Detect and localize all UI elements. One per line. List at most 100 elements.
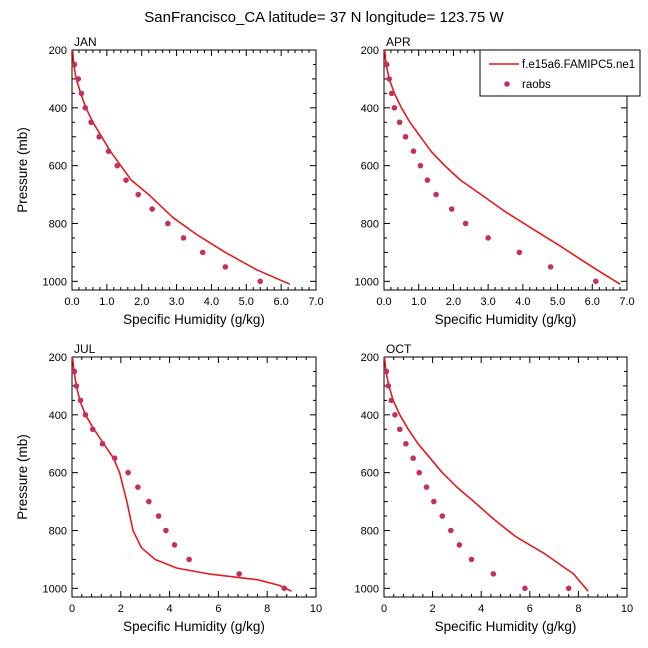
- raobs-point: [385, 383, 392, 389]
- y-tick-label: 600: [361, 468, 379, 480]
- raobs-point: [448, 527, 454, 534]
- plot-frame: [71, 356, 317, 598]
- raobs-point: [383, 368, 390, 375]
- y-axis-label: Pressure (mb): [15, 434, 30, 520]
- x-axis-label: Specific Humidity (g/kg): [123, 619, 265, 634]
- raobs-point: [163, 527, 169, 534]
- x-tick-label: 0: [381, 603, 387, 615]
- model-line: [383, 49, 621, 285]
- raobs-point: [388, 90, 395, 97]
- raobs-point: [155, 513, 162, 519]
- y-tick-label: 800: [49, 525, 67, 537]
- raobs-point: [462, 220, 469, 227]
- y-tick-label: 800: [361, 525, 379, 537]
- raobs-point: [78, 90, 85, 97]
- raobs-point: [105, 148, 112, 155]
- x-tick-label: 2.0: [446, 296, 461, 308]
- x-tick-label: 0: [69, 603, 75, 615]
- raobs-point: [522, 585, 528, 592]
- raobs-point: [424, 177, 431, 183]
- x-tick-label: 3.0: [169, 296, 184, 308]
- x-tick-label: 0.0: [376, 296, 391, 308]
- raobs-point: [439, 513, 446, 519]
- x-tick-label: 5.0: [239, 296, 254, 308]
- raobs-point: [73, 383, 80, 389]
- panel-oct: OCT 0 2 4 6 8 10 200 400 600 800 1000 Specific Humid…: [355, 342, 634, 634]
- x-tick-label: 10: [621, 603, 633, 615]
- legend-label-raobs: raobs: [522, 79, 551, 91]
- raobs-point: [88, 119, 94, 126]
- raobs-point: [485, 235, 491, 241]
- raobs-point: [75, 76, 82, 82]
- raobs-point: [417, 162, 424, 169]
- x-tick-label: 7.0: [619, 296, 634, 308]
- raobs-point: [431, 498, 437, 505]
- y-tick-label: 1000: [355, 276, 379, 288]
- y-tick-label: 600: [49, 468, 67, 480]
- raobs-point: [135, 484, 141, 490]
- raobs-point: [236, 571, 242, 577]
- x-tick-label: 6.0: [585, 296, 600, 308]
- raobs-point: [71, 61, 78, 68]
- x-axis-label: Specific Humidity (g/kg): [435, 312, 577, 327]
- y-tick-label: 600: [49, 161, 67, 173]
- raobs-point: [396, 119, 403, 126]
- raobs-point: [281, 585, 288, 592]
- raobs-point: [396, 426, 403, 433]
- y-tick-label: 1000: [355, 583, 379, 595]
- raobs-point: [456, 542, 463, 548]
- raobs-point: [171, 542, 178, 548]
- legend-label-model: f.e15a6.FAMIPC5.ne1: [522, 59, 635, 71]
- y-tick-label: 1000: [43, 583, 67, 595]
- raobs-point: [448, 206, 455, 212]
- raobs-point: [77, 397, 84, 404]
- x-tick-label: 4: [167, 603, 173, 615]
- raobs-point: [180, 235, 187, 241]
- raobs-point: [186, 556, 192, 563]
- raobs-point: [111, 455, 118, 462]
- x-tick-label: 6.0: [273, 296, 288, 308]
- raobs-point: [410, 148, 417, 155]
- figure-title: SanFrancisco_CA latitude= 37 N longitude…: [144, 9, 504, 26]
- raobs-point: [423, 484, 430, 490]
- x-tick-label: 1.0: [99, 296, 114, 308]
- y-tick-label: 1000: [43, 276, 67, 288]
- raobs-point: [565, 585, 572, 592]
- raobs-point: [257, 278, 264, 285]
- raobs-point: [96, 133, 102, 140]
- y-tick-label: 200: [361, 45, 379, 57]
- x-tick-label: 3.0: [480, 296, 495, 308]
- x-tick-label: 8: [575, 603, 581, 615]
- x-tick-label: 10: [310, 603, 322, 615]
- raobs-point: [516, 249, 523, 256]
- raobs-point: [222, 264, 229, 270]
- legend: f.e15a6.FAMIPC5.ne1 raobs: [479, 49, 641, 97]
- model-line: [383, 356, 589, 592]
- panel-label: JUL: [74, 342, 96, 356]
- raobs-point: [135, 191, 142, 198]
- raobs-point: [99, 440, 106, 447]
- x-axis-label: Specific Humidity (g/kg): [123, 312, 265, 327]
- raobs-point: [146, 498, 152, 505]
- raobs-point: [592, 278, 599, 285]
- raobs-point: [433, 191, 439, 198]
- y-tick-label: 400: [361, 103, 379, 115]
- y-tick-label: 400: [49, 103, 67, 115]
- raobs-point: [383, 61, 390, 68]
- raobs-point: [547, 264, 554, 270]
- panel-label: APR: [386, 35, 411, 49]
- x-tick-label: 0.0: [64, 296, 79, 308]
- raobs-point: [388, 397, 395, 404]
- raobs-point: [199, 249, 206, 256]
- y-tick-label: 800: [361, 218, 379, 230]
- x-tick-label: 2: [430, 603, 436, 615]
- raobs-point: [82, 412, 89, 418]
- raobs-point: [416, 469, 423, 476]
- y-tick-label: 200: [49, 45, 67, 57]
- raobs-point: [82, 105, 89, 111]
- model-line: [71, 356, 292, 592]
- y-tick-label: 800: [49, 218, 67, 230]
- legend-box: [479, 49, 641, 97]
- raobs-point: [468, 556, 475, 563]
